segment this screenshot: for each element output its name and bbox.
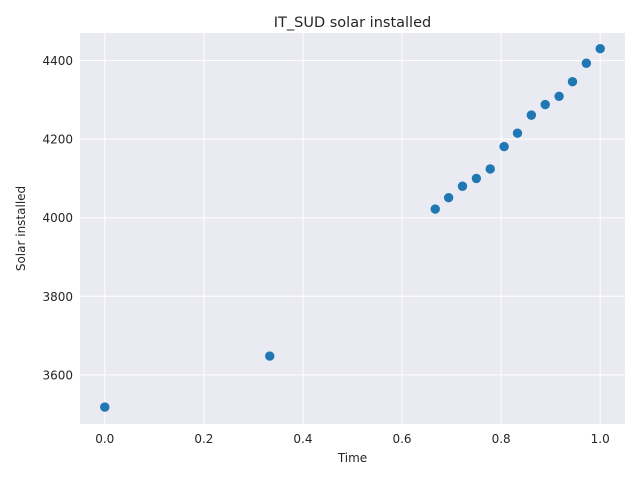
data-point xyxy=(581,58,592,68)
data-point xyxy=(265,351,275,361)
data-point xyxy=(526,110,537,120)
chart-title: IT_SUD solar installed xyxy=(274,15,431,31)
data-point xyxy=(485,164,495,174)
x-axis-ticks: 0.0 0.2 0.4 0.6 0.8 1.0 xyxy=(95,432,610,446)
data-point xyxy=(430,204,440,214)
y-tick-label: 4000 xyxy=(42,211,73,225)
y-axis-ticks: 3600 3800 4000 4200 4400 xyxy=(42,54,73,382)
data-point xyxy=(443,192,454,203)
data-point xyxy=(554,91,564,101)
y-tick-label: 4400 xyxy=(42,54,73,68)
x-tick-label: 0.6 xyxy=(392,432,411,446)
x-tick-label: 0.4 xyxy=(293,432,312,446)
x-tick-label: 0.0 xyxy=(95,432,114,446)
grid-lines xyxy=(80,33,625,424)
data-point xyxy=(567,77,578,87)
data-point xyxy=(499,141,509,152)
y-tick-label: 3600 xyxy=(42,368,73,382)
data-points xyxy=(100,44,605,412)
data-point xyxy=(512,128,523,138)
data-point xyxy=(595,44,605,54)
plot-area xyxy=(80,33,625,424)
data-point xyxy=(471,173,482,184)
y-tick-label: 4200 xyxy=(42,133,73,147)
x-tick-label: 0.2 xyxy=(194,432,213,446)
x-tick-label: 0.8 xyxy=(492,432,511,446)
data-point xyxy=(540,99,550,110)
data-point xyxy=(457,181,468,191)
x-axis-label: Time xyxy=(337,451,367,465)
x-tick-label: 1.0 xyxy=(591,432,610,446)
y-axis-label: Solar installed xyxy=(14,186,28,271)
y-tick-label: 3800 xyxy=(42,290,73,304)
data-point xyxy=(100,402,110,412)
